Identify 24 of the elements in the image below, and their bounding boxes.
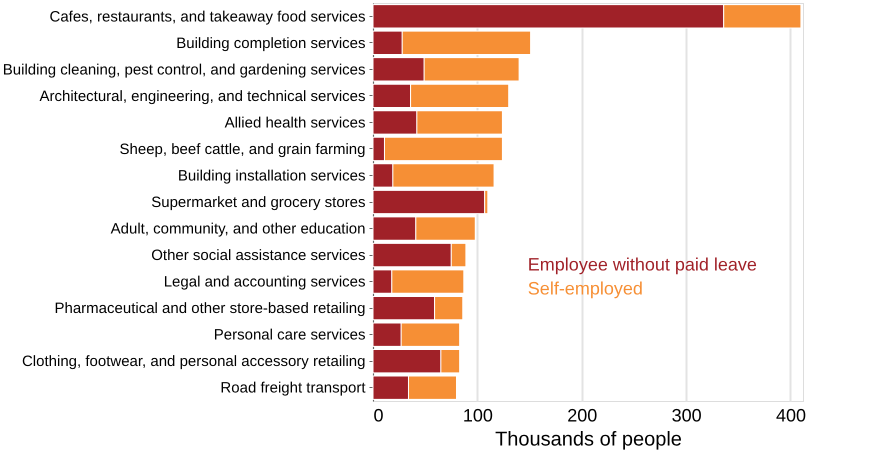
y-tick-label: Building completion services: [176, 34, 366, 52]
y-tick-label: Cafes, restaurants, and takeaway food services: [50, 8, 366, 26]
y-tick-label: Supermarket and grocery stores: [151, 194, 366, 211]
text: Self-employed: [528, 278, 643, 299]
y-tick-label: Personal care services: [214, 326, 366, 344]
text: Employee without paid leave: [528, 254, 757, 275]
y-tick-label: Road freight transport: [220, 380, 366, 397]
x-tick-label: 0: [374, 406, 384, 426]
x-tick-label: 200: [567, 406, 598, 426]
y-tick-label: Legal and accounting services: [164, 274, 366, 291]
x-tick-label: 400: [776, 406, 806, 426]
x-tick-label: 100: [462, 406, 493, 426]
x-tick-label: 300: [672, 406, 702, 426]
y-tick-label: Adult, community, and other education: [110, 220, 366, 238]
x-axis-title: Thousands of people: [495, 428, 682, 450]
y-tick-label: Pharmaceutical and other store-based retailing: [54, 300, 366, 318]
y-tick-label: Architectural, engineering, and technical services: [39, 88, 366, 105]
y-tick-label: Clothing, footwear, and personal accessory retailing: [22, 353, 366, 370]
bar: [372, 190, 486, 214]
y-tick-label: Building installation services: [178, 167, 366, 184]
y-tick-label: Building cleaning, pest control, and gardening services: [2, 61, 366, 78]
y-tick-label: Other social assistance services: [151, 247, 366, 264]
y-tick-label: Allied health services: [224, 114, 366, 132]
y-tick-label: Sheep, beef cattle, and grain farming: [120, 140, 366, 158]
